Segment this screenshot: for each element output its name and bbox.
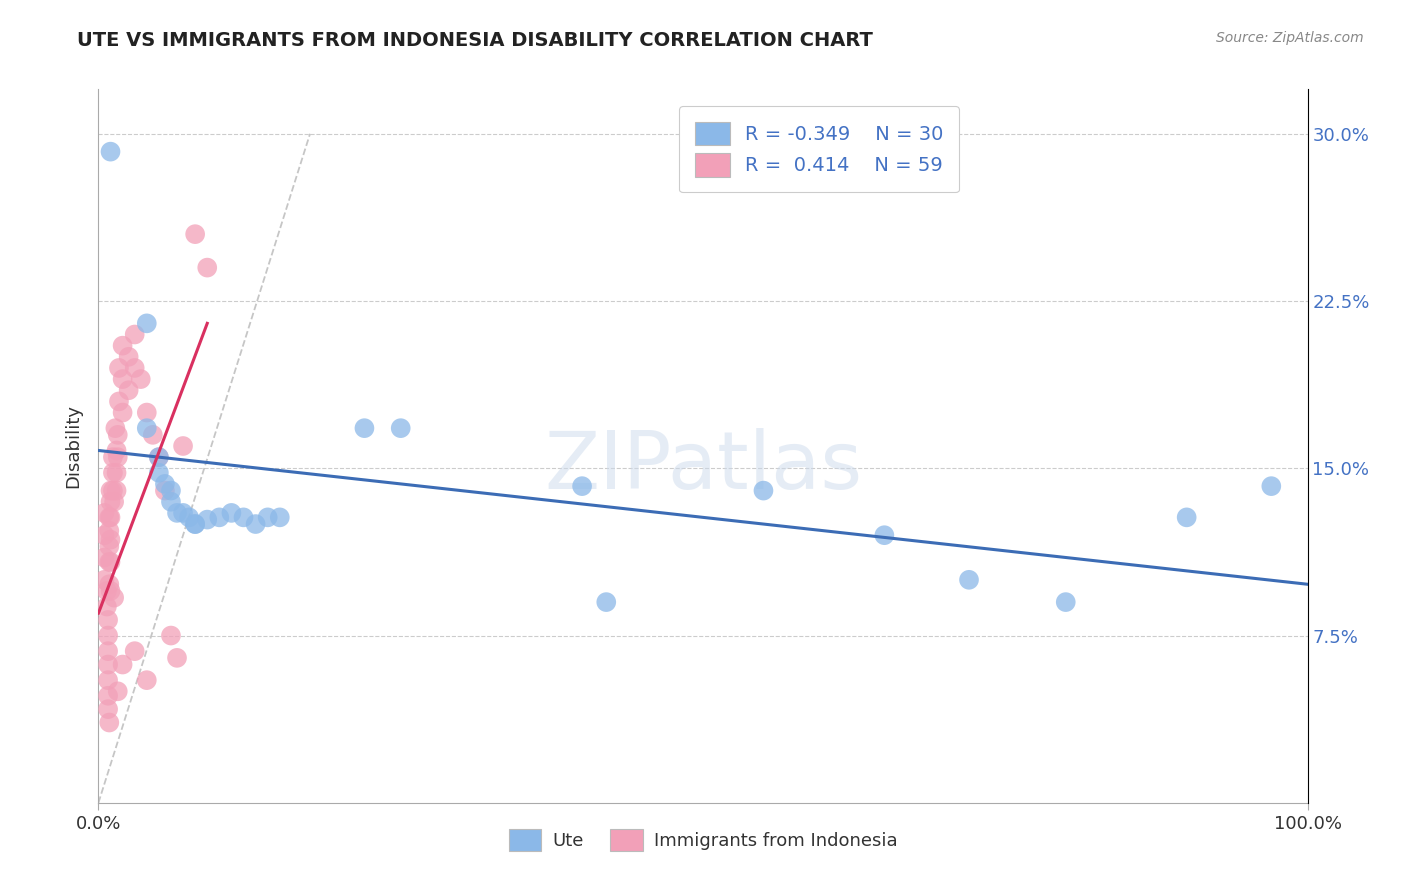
Point <box>111 657 134 672</box>
Point <box>97 644 120 658</box>
Point <box>101 483 124 498</box>
Point <box>103 591 125 605</box>
Point <box>124 644 146 658</box>
Point <box>97 689 120 703</box>
Point <box>571 479 593 493</box>
Point <box>104 421 127 435</box>
Point <box>100 483 122 498</box>
Point <box>160 628 183 642</box>
Point <box>124 360 146 375</box>
Point <box>245 516 267 531</box>
Point <box>595 595 617 609</box>
Point <box>1054 595 1077 609</box>
Point <box>208 510 231 524</box>
Point <box>135 673 157 687</box>
Point <box>166 651 188 665</box>
Point <box>97 673 120 687</box>
Point <box>135 316 157 330</box>
Point <box>107 450 129 464</box>
Point <box>107 427 129 442</box>
Point <box>98 524 121 538</box>
Point <box>1260 479 1282 493</box>
Point <box>129 372 152 386</box>
Point <box>1175 510 1198 524</box>
Point <box>98 510 121 524</box>
Point <box>96 599 118 614</box>
Point <box>97 613 120 627</box>
Point <box>111 338 134 352</box>
Point <box>111 405 134 419</box>
Text: UTE VS IMMIGRANTS FROM INDONESIA DISABILITY CORRELATION CHART: UTE VS IMMIGRANTS FROM INDONESIA DISABIL… <box>77 31 873 50</box>
Text: ZIPatlas: ZIPatlas <box>544 428 862 507</box>
Point <box>752 483 775 498</box>
Point <box>221 506 243 520</box>
Point <box>93 550 115 565</box>
Point <box>195 260 218 275</box>
Point <box>118 350 141 364</box>
Point <box>105 466 128 480</box>
Point <box>184 516 207 531</box>
Point <box>100 583 122 598</box>
Point <box>101 466 124 480</box>
Point <box>108 394 131 409</box>
Point <box>97 657 120 672</box>
Point <box>97 702 120 716</box>
Point <box>389 421 412 435</box>
Point <box>105 483 128 498</box>
Point <box>103 494 125 508</box>
Point <box>98 715 121 730</box>
Point <box>118 384 141 398</box>
Point <box>107 684 129 698</box>
Point <box>160 494 183 508</box>
Point <box>148 466 170 480</box>
Point <box>179 510 201 524</box>
Point <box>105 443 128 458</box>
Point <box>195 512 218 526</box>
Point <box>142 427 165 442</box>
Point <box>100 510 122 524</box>
Point <box>100 533 122 547</box>
Point <box>111 372 134 386</box>
Y-axis label: Disability: Disability <box>65 404 83 488</box>
Point <box>98 539 121 553</box>
Legend: Ute, Immigrants from Indonesia: Ute, Immigrants from Indonesia <box>502 822 904 858</box>
Point <box>232 510 254 524</box>
Point <box>172 506 194 520</box>
Point <box>184 227 207 241</box>
Point <box>108 360 131 375</box>
Point <box>100 555 122 569</box>
Point <box>148 450 170 464</box>
Point <box>100 494 122 508</box>
Point <box>153 483 176 498</box>
Point <box>353 421 375 435</box>
Point <box>124 327 146 342</box>
Point <box>166 506 188 520</box>
Point <box>184 516 207 531</box>
Point <box>160 483 183 498</box>
Point <box>97 628 120 642</box>
Point <box>98 577 121 591</box>
Point <box>101 450 124 464</box>
Point <box>148 450 170 464</box>
Point <box>93 528 115 542</box>
Point <box>873 528 896 542</box>
Point <box>135 421 157 435</box>
Point <box>96 583 118 598</box>
Point <box>135 405 157 419</box>
Point <box>172 439 194 453</box>
Point <box>98 555 121 569</box>
Point <box>93 506 115 520</box>
Point <box>93 573 115 587</box>
Point <box>957 573 980 587</box>
Text: Source: ZipAtlas.com: Source: ZipAtlas.com <box>1216 31 1364 45</box>
Point <box>256 510 278 524</box>
Point <box>269 510 291 524</box>
Point <box>153 476 176 491</box>
Point <box>100 145 122 159</box>
